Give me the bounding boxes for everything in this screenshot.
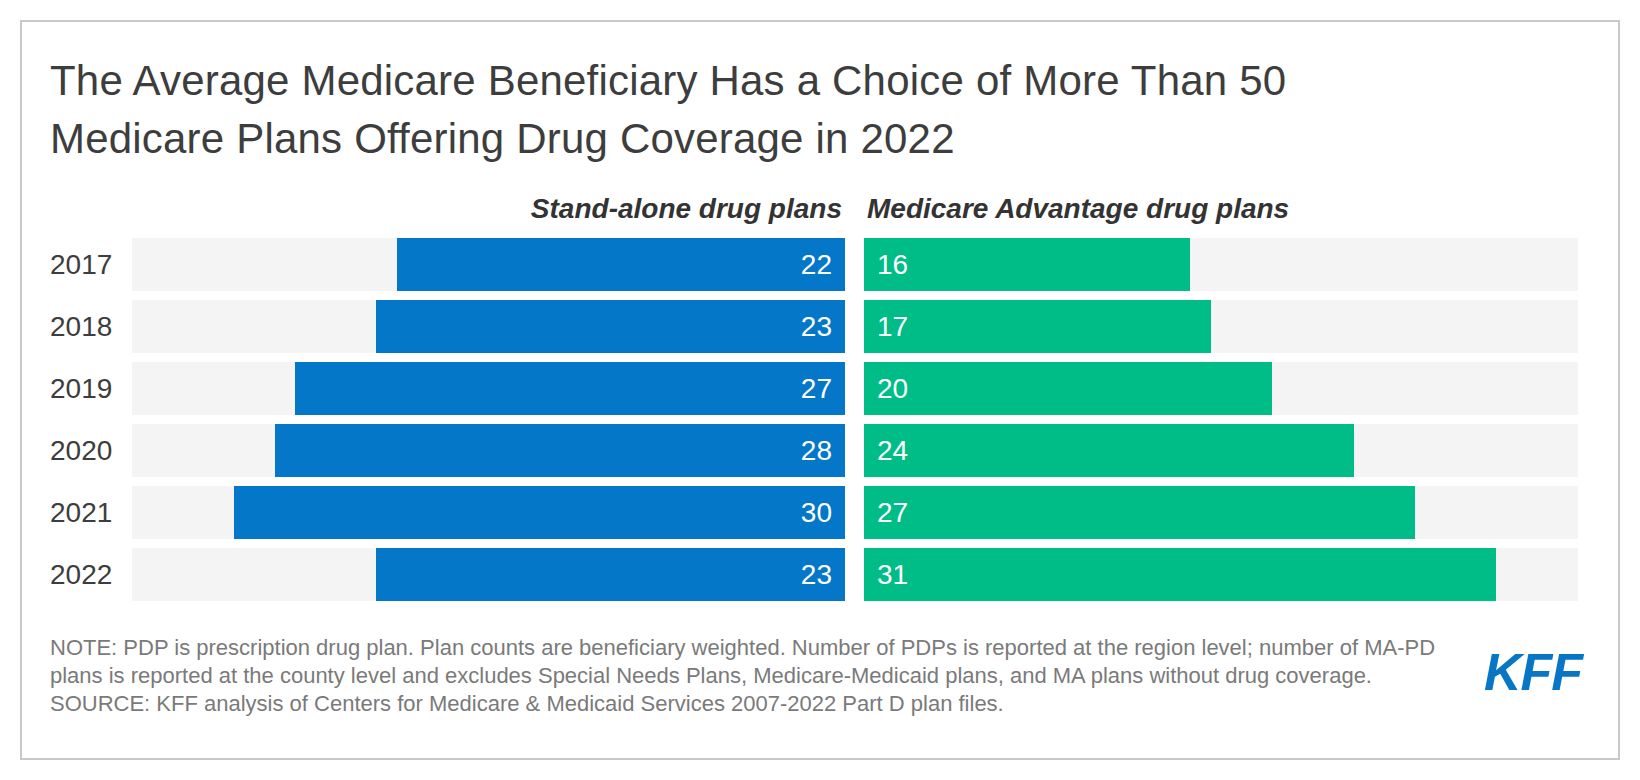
bar-track-right: 24 — [864, 424, 1578, 477]
year-label: 2019 — [50, 362, 112, 415]
pdp-bar: 30 — [234, 486, 845, 539]
ma-value-label: 16 — [864, 238, 908, 291]
source-text: SOURCE: KFF analysis of Centers for Medi… — [50, 690, 1435, 718]
pdp-bar: 22 — [397, 238, 845, 291]
bar-track-left: 23 — [132, 548, 845, 601]
year-label: 2021 — [50, 486, 112, 539]
bar-track-left: 27 — [132, 362, 845, 415]
ma-bar: 24 — [864, 424, 1354, 477]
ma-value-label: 27 — [864, 486, 908, 539]
ma-bar: 16 — [864, 238, 1190, 291]
ma-bar: 17 — [864, 300, 1211, 353]
bar-track-left: 30 — [132, 486, 845, 539]
chart-row-2019: 2019 27 20 — [0, 362, 1640, 415]
year-label: 2018 — [50, 300, 112, 353]
pdp-value-label: 30 — [801, 486, 845, 539]
column-header-medicare-advantage-drug-plans: Medicare Advantage drug plans — [867, 193, 1289, 225]
year-label: 2017 — [50, 238, 112, 291]
chart-title-line1: The Average Medicare Beneficiary Has a C… — [50, 52, 1286, 110]
year-label: 2020 — [50, 424, 112, 477]
note-text-line2: plans is reported at the county level an… — [50, 662, 1435, 690]
pdp-value-label: 23 — [801, 548, 845, 601]
ma-value-label: 24 — [864, 424, 908, 477]
bar-track-left: 28 — [132, 424, 845, 477]
year-label: 2022 — [50, 548, 112, 601]
pdp-value-label: 28 — [801, 424, 845, 477]
ma-value-label: 20 — [864, 362, 908, 415]
pdp-value-label: 27 — [801, 362, 845, 415]
ma-value-label: 17 — [864, 300, 908, 353]
bar-track-left: 23 — [132, 300, 845, 353]
pdp-bar: 27 — [295, 362, 845, 415]
ma-value-label: 31 — [864, 548, 908, 601]
note-text-line1: NOTE: PDP is prescription drug plan. Pla… — [50, 634, 1435, 662]
chart-title: The Average Medicare Beneficiary Has a C… — [50, 52, 1286, 168]
footnote-block: NOTE: PDP is prescription drug plan. Pla… — [50, 634, 1435, 718]
bar-track-left: 22 — [132, 238, 845, 291]
ma-bar: 27 — [864, 486, 1415, 539]
pdp-bar: 23 — [376, 548, 845, 601]
bar-track-right: 20 — [864, 362, 1578, 415]
chart-row-2022: 2022 23 31 — [0, 548, 1640, 601]
bar-track-right: 31 — [864, 548, 1578, 601]
bar-track-right: 27 — [864, 486, 1578, 539]
kff-logo: KFF — [1482, 646, 1582, 698]
bar-track-right: 17 — [864, 300, 1578, 353]
pdp-bar: 23 — [376, 300, 845, 353]
pdp-value-label: 22 — [801, 238, 845, 291]
ma-bar: 31 — [864, 548, 1496, 601]
column-header-standalone-drug-plans: Stand-alone drug plans — [132, 193, 845, 225]
ma-bar: 20 — [864, 362, 1272, 415]
pdp-value-label: 23 — [801, 300, 845, 353]
chart-row-2021: 2021 30 27 — [0, 486, 1640, 539]
chart-row-2017: 2017 22 16 — [0, 238, 1640, 291]
bar-track-right: 16 — [864, 238, 1578, 291]
chart-title-line2: Medicare Plans Offering Drug Coverage in… — [50, 110, 1286, 168]
chart-row-2018: 2018 23 17 — [0, 300, 1640, 353]
pdp-bar: 28 — [275, 424, 845, 477]
chart-row-2020: 2020 28 24 — [0, 424, 1640, 477]
